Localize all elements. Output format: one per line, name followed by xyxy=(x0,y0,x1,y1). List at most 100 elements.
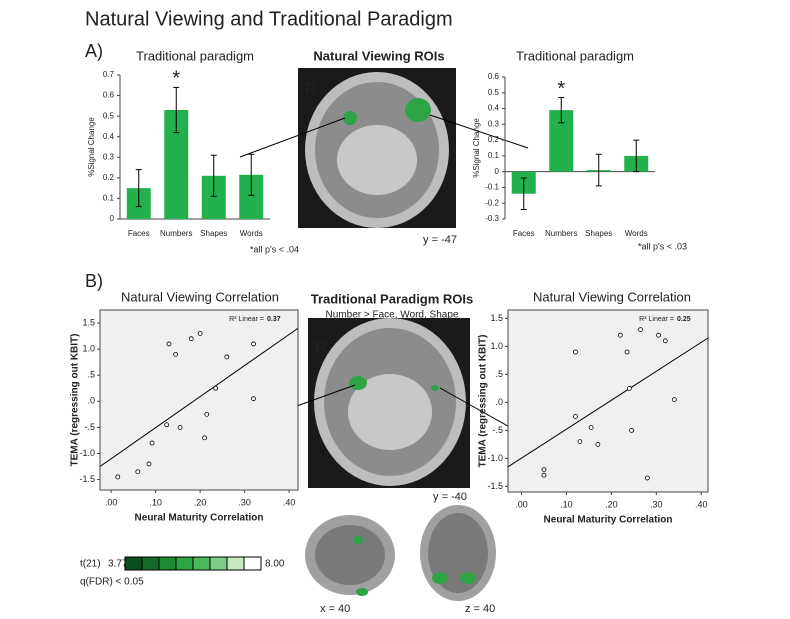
y-tick-label: -1.5 xyxy=(487,481,503,491)
error-bar xyxy=(633,139,640,173)
fit-line xyxy=(99,327,299,467)
coordinate-label: x = 40 xyxy=(320,603,350,615)
r2-value: 0.37 xyxy=(267,316,281,323)
error-bar xyxy=(248,153,255,196)
point xyxy=(213,385,219,391)
y-axis-label: TEMA (regressing out KBIT) xyxy=(478,335,489,468)
point xyxy=(224,354,230,360)
y-tick-label: 0.4 xyxy=(103,132,115,141)
point xyxy=(146,461,152,467)
y-tick-label: 0 xyxy=(495,167,500,176)
plot-area xyxy=(99,309,299,491)
x-tick-label: Numbers xyxy=(545,229,577,238)
significance-star: * xyxy=(172,68,180,90)
x-tick-label: .00 xyxy=(105,497,118,507)
point xyxy=(202,435,207,441)
y-tick-label: 0.2 xyxy=(103,173,115,182)
x-tick-label: Faces xyxy=(128,229,150,238)
error-bar xyxy=(558,97,565,124)
coordinate-label: y = -47 xyxy=(423,234,457,246)
point xyxy=(671,397,677,403)
colorbar-tick: 3.77 xyxy=(108,559,128,570)
x-tick-label: .40 xyxy=(695,499,708,509)
hemisphere-label: R xyxy=(305,81,317,98)
fit-line xyxy=(507,337,709,468)
panel-label: A) xyxy=(85,41,103,61)
x-tick-label: Shapes xyxy=(200,229,227,238)
x-tick-label: .30 xyxy=(650,499,663,509)
annotation: *all p's < .03 xyxy=(638,241,687,251)
roi-title: Traditional Paradigm ROIs xyxy=(311,291,474,306)
y-tick-label: -1.0 xyxy=(79,448,95,458)
y-tick-label: -.5 xyxy=(84,422,95,432)
point xyxy=(204,411,210,417)
error-bar xyxy=(173,86,180,134)
chart-title: Traditional paradigm xyxy=(136,48,254,63)
y-tick-label: .0 xyxy=(87,396,95,406)
point xyxy=(573,349,578,355)
error-bar xyxy=(595,153,602,187)
point xyxy=(251,396,256,402)
roi-title: Natural Viewing ROIs xyxy=(313,48,444,63)
y-tick-label: 0.6 xyxy=(488,72,500,81)
y-tick-label: 0.5 xyxy=(103,111,115,120)
r2-value: 0.25 xyxy=(677,316,691,323)
y-tick-label: -0.3 xyxy=(485,214,499,223)
point xyxy=(577,439,583,445)
point xyxy=(197,331,203,336)
y-tick-label: 1.5 xyxy=(490,313,503,323)
point xyxy=(177,424,183,430)
figure-title: Natural Viewing and Traditional Paradigm xyxy=(85,8,453,30)
x-tick-label: .10 xyxy=(560,499,573,509)
point xyxy=(115,474,121,480)
chart-title: Traditional paradigm xyxy=(516,48,634,63)
point xyxy=(164,422,170,428)
point xyxy=(149,440,155,446)
x-axis-label: Neural Maturity Correlation xyxy=(135,513,264,524)
point xyxy=(644,475,650,481)
x-tick-label: Numbers xyxy=(160,229,192,238)
r2-label: R² Linear = xyxy=(229,316,264,323)
point xyxy=(662,338,668,344)
hemisphere-label: R xyxy=(315,339,327,356)
y-tick-label: 0.3 xyxy=(488,119,500,128)
point xyxy=(251,341,256,347)
point xyxy=(166,341,172,347)
error-bar xyxy=(210,154,217,197)
y-axis-label: %Signal Change xyxy=(472,118,481,178)
panel-label: B) xyxy=(85,271,103,291)
point xyxy=(573,413,578,419)
plot-area xyxy=(507,309,709,493)
colorbar-label: t(21) xyxy=(80,559,101,570)
x-tick-label: Faces xyxy=(513,229,535,238)
y-axis-label: %Signal Change xyxy=(87,117,96,177)
y-tick-label: -1.0 xyxy=(487,453,503,463)
point xyxy=(595,441,601,447)
x-axis-label: Neural Maturity Correlation xyxy=(544,515,673,526)
r2-label: R² Linear = xyxy=(639,316,674,323)
x-tick-label: .20 xyxy=(605,499,618,509)
y-tick-label: -.5 xyxy=(492,425,503,435)
y-tick-label: 1.0 xyxy=(82,344,95,354)
y-tick-label: 0.4 xyxy=(488,104,500,113)
y-axis-label: TEMA (regressing out KBIT) xyxy=(70,334,81,467)
point xyxy=(588,425,594,431)
point xyxy=(624,349,630,355)
coordinate-label: y = -40 xyxy=(433,491,467,503)
x-tick-label: .30 xyxy=(238,497,251,507)
y-tick-label: 0.2 xyxy=(488,135,500,144)
point xyxy=(541,467,547,473)
y-tick-label: -0.1 xyxy=(485,183,499,192)
y-tick-label: 0.3 xyxy=(103,152,115,161)
significance-star: * xyxy=(557,78,565,100)
y-tick-label: .5 xyxy=(87,370,95,380)
point xyxy=(541,472,547,478)
y-tick-label: .0 xyxy=(495,397,503,407)
brain-image xyxy=(308,318,470,488)
point xyxy=(617,332,623,338)
y-tick-label: 0.1 xyxy=(488,151,500,160)
x-tick-label: Words xyxy=(240,229,263,238)
point xyxy=(638,327,643,333)
y-tick-label: 0 xyxy=(110,214,115,223)
brain-image xyxy=(298,68,456,228)
